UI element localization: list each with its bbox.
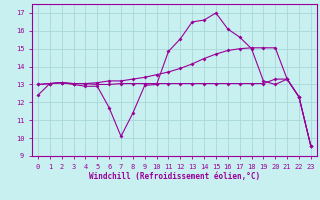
X-axis label: Windchill (Refroidissement éolien,°C): Windchill (Refroidissement éolien,°C) xyxy=(89,172,260,181)
